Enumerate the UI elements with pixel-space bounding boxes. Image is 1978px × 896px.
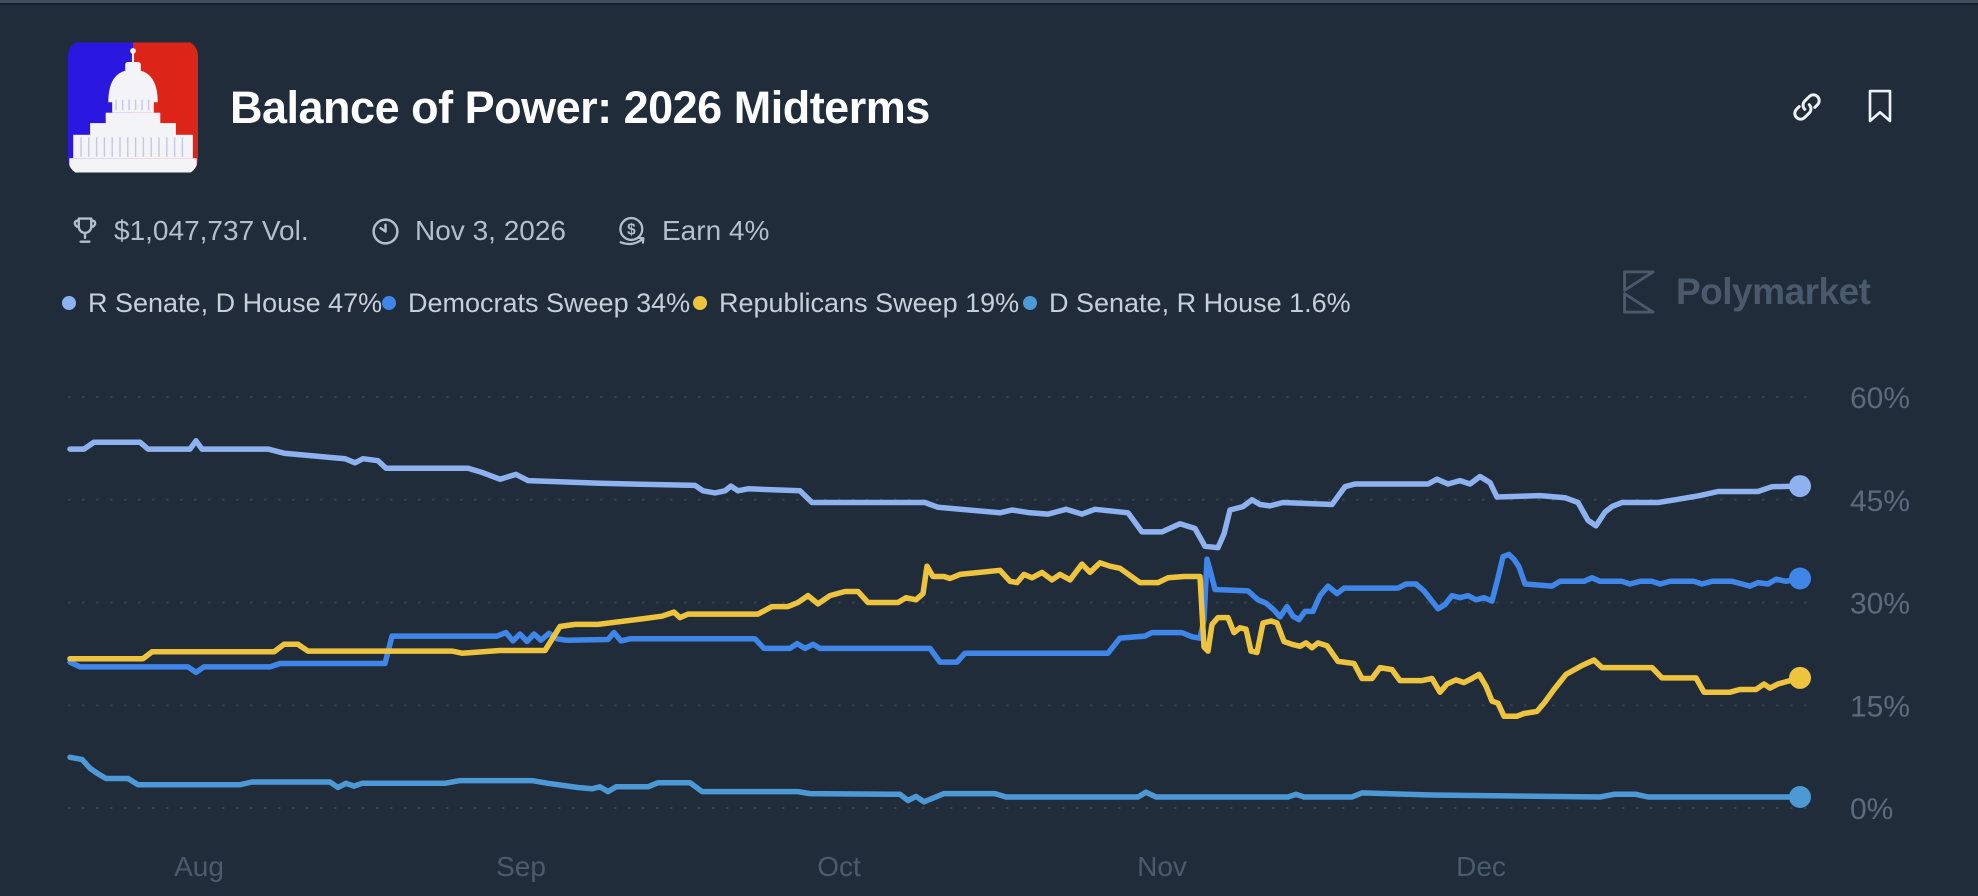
polymarket-logo-text: Polymarket [1676, 271, 1871, 312]
volume-value: $1,047,737 Vol. [114, 215, 309, 246]
page-title: Balance of Power: 2026 Midterms [230, 82, 930, 133]
x-axis-label: Dec [1456, 851, 1506, 882]
series-line-1 [67, 551, 1803, 676]
series-line-3 [67, 754, 1803, 805]
x-axis-label: Oct [817, 851, 861, 882]
legend-label: Republicans Sweep 19% [719, 287, 1020, 318]
date-value: Nov 3, 2026 [415, 215, 566, 246]
legend-item-republicans-sweep: Republicans Sweep 19% [693, 287, 1020, 318]
svg-text:$: $ [627, 221, 636, 238]
series-end-dot-1 [1789, 567, 1811, 590]
y-axis-label: 60% [1850, 382, 1910, 415]
legend-dot-icon [1023, 296, 1037, 310]
window-top-strip [0, 0, 1978, 3]
capitol-icon [68, 42, 198, 173]
series-line-2 [67, 560, 1803, 719]
legend-label: Democrats Sweep 34% [408, 287, 691, 318]
earn-label: Earn 4% [662, 215, 770, 246]
series-end-dot-0 [1789, 475, 1811, 498]
x-axis-label: Aug [174, 851, 224, 882]
bookmark-icon[interactable] [1865, 87, 1895, 125]
y-axis-label: 0% [1850, 793, 1893, 826]
date-stat: Nov 3, 2026 [370, 210, 566, 252]
legend-dot-icon [62, 296, 76, 310]
clock-icon [372, 217, 399, 245]
polymarket-watermark: Polymarket [1614, 266, 1871, 318]
legend-label: R Senate, D House 47% [88, 287, 383, 318]
legend-dot-icon [693, 296, 707, 310]
series-end-dot-3 [1789, 786, 1811, 808]
series-line-0 [67, 438, 1803, 551]
legend-item-r-senate-d-house: R Senate, D House 47% [62, 287, 383, 318]
series-end-dot-2 [1789, 666, 1811, 689]
trophy-icon [73, 217, 97, 243]
market-icon [68, 40, 198, 175]
x-axis-label: Sep [496, 851, 546, 882]
legend-item-d-senate-r-house: D Senate, R House 1.6% [1023, 287, 1351, 318]
legend-item-democrats-sweep: Democrats Sweep 34% [382, 287, 691, 318]
volume-stat: $1,047,737 Vol. [70, 210, 309, 252]
y-axis-label: 30% [1850, 588, 1910, 621]
y-axis-label: 45% [1850, 485, 1910, 518]
y-axis-label: 15% [1850, 690, 1910, 723]
x-axis-label: Nov [1137, 851, 1187, 882]
earn-dollar-icon: $ [619, 216, 645, 246]
window-top-strip-shadow [0, 3, 1978, 5]
copy-link-icon[interactable] [1790, 90, 1824, 124]
legend-label: D Senate, R House 1.6% [1049, 287, 1351, 318]
earn-stat[interactable]: $ Earn 4% [616, 210, 769, 252]
polymarket-logo-icon [1623, 270, 1655, 314]
legend-dot-icon [382, 296, 396, 310]
